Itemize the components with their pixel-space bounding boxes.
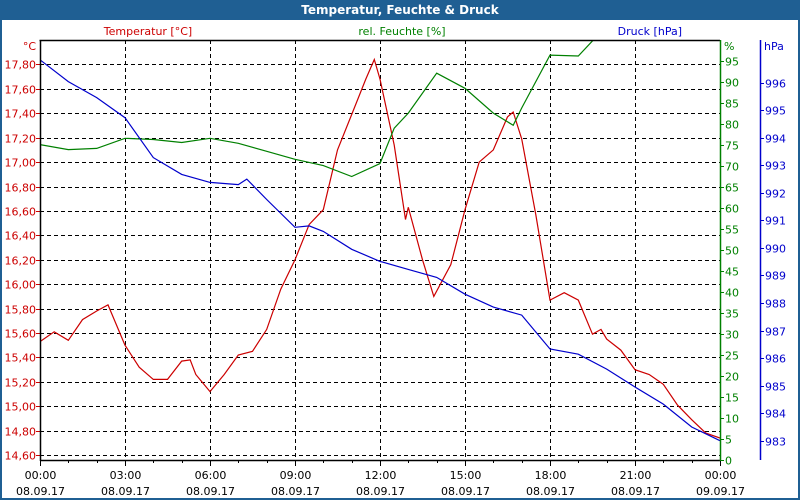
y-tick-label-pressure: 990 [765,243,786,256]
y-tick-label-humidity: 45 [725,266,739,279]
x-tick-label-date: 08.09.17 [611,485,660,498]
y-tick-label-temperature: 15,40 [5,352,37,365]
y-tick-label-pressure: 993 [765,160,786,173]
series-line-pressure [40,59,720,442]
y-tick-label-pressure: 985 [765,381,786,394]
y-tick-label-temperature: 16,40 [5,230,37,243]
y-tick-label-temperature: 15,00 [5,401,37,414]
y-tick-label-humidity: 25 [725,350,739,363]
x-tick-label-date: 08.09.17 [526,485,575,498]
y-tick-label-humidity: 75 [725,140,739,153]
y-tick-label-humidity: 55 [725,224,739,237]
y-tick-label-humidity: 40 [725,287,739,300]
y-tick-label-humidity: 15 [725,392,739,405]
unit-label-humidity: % [724,40,734,53]
y-tick-label-pressure: 984 [765,408,786,421]
y-tick-label-pressure: 983 [765,436,786,449]
chart-title: Temperatur, Feuchte & Druck [0,0,800,20]
x-tick-label-time: 21:00 [620,469,652,482]
y-tick-label-humidity: 80 [725,119,739,132]
y-tick-label-temperature: 17,00 [5,157,37,170]
x-tick-label-date: 08.09.17 [101,485,150,498]
y-tick-label-humidity: 90 [725,77,739,90]
unit-label-temperature: °C [23,40,37,53]
y-tick-label-temperature: 16,60 [5,206,37,219]
y-tick-label-humidity: 35 [725,308,739,321]
y-tick-label-pressure: 986 [765,353,786,366]
x-tick-label-time: 00:00 [25,469,57,482]
x-tick-label-time: 18:00 [535,469,567,482]
y-tick-label-pressure: 989 [765,270,786,283]
x-tick-label-date: 08.09.17 [441,485,490,498]
axis-title-humidity: rel. Feuchte [%] [358,25,445,38]
y-tick-label-temperature: 17,40 [5,108,37,121]
y-tick-label-humidity: 20 [725,371,739,384]
y-tick-label-humidity: 95 [725,56,739,69]
y-tick-label-pressure: 991 [765,215,786,228]
y-tick-label-humidity: 60 [725,203,739,216]
y-tick-label-pressure: 996 [765,78,786,91]
x-tick-label-date: 08.09.17 [16,485,65,498]
y-tick-label-pressure: 994 [765,133,786,146]
x-tick-label-time: 09:00 [280,469,312,482]
x-tick-label-time: 15:00 [450,469,482,482]
y-tick-label-temperature: 17,80 [5,59,37,72]
y-tick-label-temperature: 15,20 [5,377,37,390]
y-tick-label-temperature: 16,20 [5,255,37,268]
x-tick-label-time: 00:00 [705,469,737,482]
y-tick-label-humidity: 50 [725,245,739,258]
y-tick-label-pressure: 995 [765,105,786,118]
x-tick-label-date: 08.09.17 [356,485,405,498]
series-line-humidity [40,40,595,178]
y-tick-label-humidity: 10 [725,413,739,426]
axis-title-temperature: Temperatur [°C] [103,25,192,38]
series-line-temperature [40,57,720,439]
y-tick-label-temperature: 17,60 [5,84,37,97]
x-tick-label-date: 08.09.17 [271,485,320,498]
x-tick-label-time: 03:00 [110,469,142,482]
y-tick-label-pressure: 992 [765,188,786,201]
unit-label-pressure: hPa [764,40,784,53]
y-tick-label-humidity: 5 [725,434,732,447]
y-tick-label-humidity: 65 [725,182,739,195]
y-tick-label-humidity: 30 [725,329,739,342]
x-tick-label-time: 12:00 [365,469,397,482]
x-tick-label-time: 06:00 [195,469,227,482]
y-tick-label-pressure: 987 [765,326,786,339]
y-tick-label-humidity: 0 [725,455,732,468]
y-tick-label-temperature: 17,20 [5,133,37,146]
axis-title-pressure: Druck [hPa] [618,25,682,38]
x-tick-label-date: 09.09.17 [696,485,745,498]
y-tick-label-temperature: 15,80 [5,304,37,317]
x-tick-label-date: 08.09.17 [186,485,235,498]
y-tick-label-temperature: 16,00 [5,279,37,292]
y-tick-label-temperature: 14,60 [5,450,37,463]
y-tick-label-humidity: 85 [725,98,739,111]
y-tick-label-humidity: 70 [725,161,739,174]
y-tick-label-pressure: 988 [765,298,786,311]
y-tick-label-temperature: 15,60 [5,328,37,341]
y-tick-label-temperature: 16,80 [5,182,37,195]
y-tick-label-temperature: 14,80 [5,426,37,439]
